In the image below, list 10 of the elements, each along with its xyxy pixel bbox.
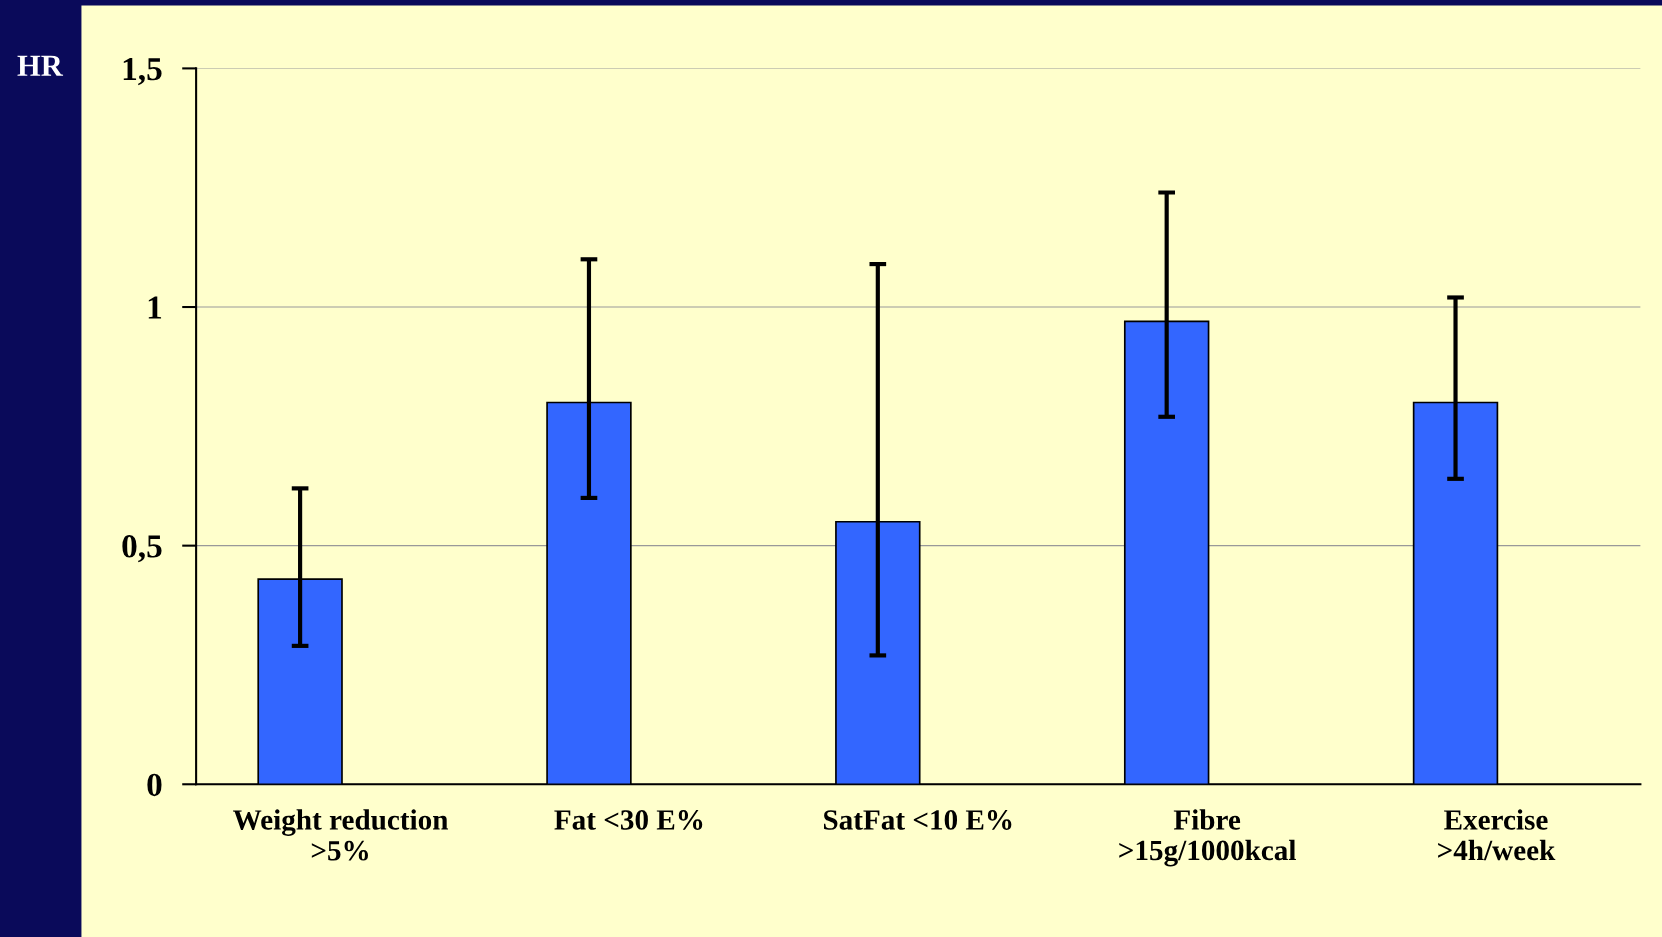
y-tick-label: 0,5 [122,535,162,563]
x-tick-label: Fat <30 E% [554,810,703,830]
x-tick-label: SatFat <10 E% [824,810,1012,830]
y-tick-label: 1 [148,296,162,319]
y-tick-label: 0 [147,773,162,797]
x-tick-label: Exercise >4h/week [1438,809,1556,861]
x-tick-label: Fibre >15g/1000kcal [1119,809,1296,867]
y-tick-label: 1,5 [123,57,162,86]
y-axis-title: HR [17,55,64,76]
x-tick-label: Weight reduction >5% [233,809,449,861]
